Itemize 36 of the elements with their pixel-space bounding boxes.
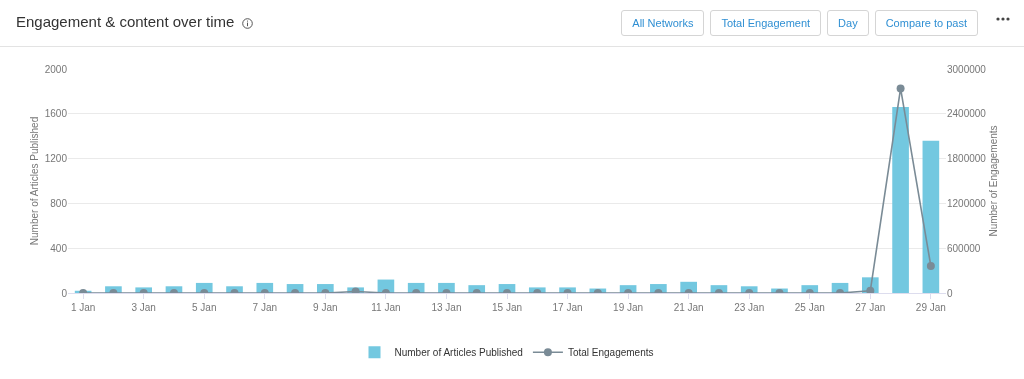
x-tick-label: 5 Jan: [192, 302, 217, 313]
x-tick-label: 21 Jan: [673, 302, 704, 313]
x-tick-label: 23 Jan: [734, 302, 765, 313]
y-tick-label: 1600: [44, 108, 68, 120]
y2-tick-label: 600000: [947, 242, 981, 254]
x-tick-label: 27 Jan: [855, 302, 886, 313]
x-tick-label: 13 Jan: [431, 302, 462, 313]
y2-tick-label: 1800000: [947, 153, 987, 165]
x-tick-label: 17 Jan: [552, 302, 583, 313]
text: Total Engagement: [710, 10, 822, 36]
legend-label: Total Engagements: [567, 347, 654, 359]
x-tick-label: 29 Jan: [915, 302, 946, 313]
x-tick-label: 7 Jan: [252, 302, 278, 313]
y-tick-label: 800: [50, 197, 68, 209]
x-tick-label: 1 Jan: [70, 302, 96, 313]
x-tick-label: 25 Jan: [794, 302, 825, 313]
y2-tick-label: 3000000: [947, 63, 987, 75]
x-tick-label: 19 Jan: [613, 302, 644, 313]
y2-tick-label: 1200000: [947, 197, 987, 209]
x-tick-label: 9 Jan: [313, 302, 338, 313]
y-axis-title: Number of Articles Published: [29, 116, 40, 246]
y2-tick-label: 2400000: [947, 108, 987, 120]
x-tick-label: 3 Jan: [131, 302, 156, 313]
y-tick-label: 2000: [44, 63, 68, 75]
x-tick-label: 15 Jan: [491, 302, 523, 313]
text: All Networks: [621, 10, 705, 36]
x-tick-label: 11 Jan: [371, 302, 401, 313]
y2-tick-label: 0: [947, 287, 953, 299]
chart-title: Engagement & content over time: [16, 13, 235, 30]
y-tick-label: 400: [50, 242, 68, 254]
y2-axis-title: Number of Engagements: [988, 125, 1000, 237]
y-tick-label: 1200: [44, 153, 68, 165]
legend-label: Number of Articles Published: [394, 347, 523, 359]
text: Compare to past: [874, 10, 978, 36]
y-tick-label: 0: [61, 287, 68, 299]
text: Day: [827, 10, 869, 36]
